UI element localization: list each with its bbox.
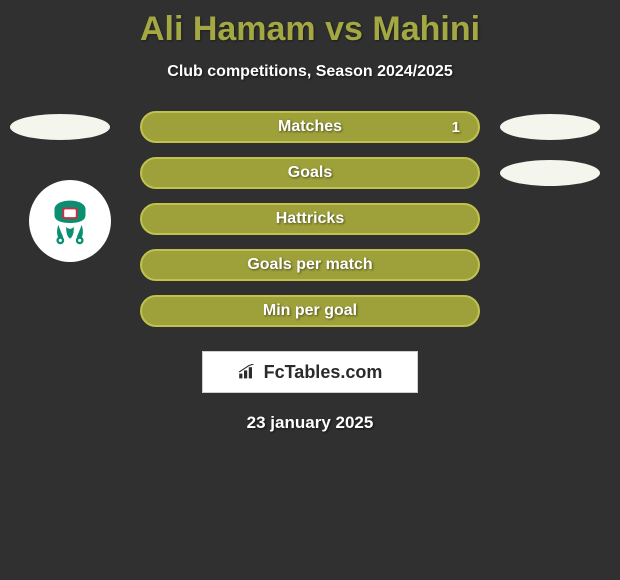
stat-row: Goals <box>0 157 620 189</box>
stat-bar: Min per goal <box>140 295 480 327</box>
stat-label: Goals <box>288 164 332 182</box>
stat-label: Min per goal <box>263 302 357 320</box>
attribution-box: FcTables.com <box>202 351 418 393</box>
player-left-marker <box>10 114 110 140</box>
stat-bar: Matches 1 <box>140 111 480 143</box>
team-logo-left <box>29 180 111 262</box>
player-right-marker <box>500 160 600 186</box>
club-crest-icon <box>39 190 101 252</box>
attribution-text: FcTables.com <box>264 362 383 383</box>
stat-label: Hattricks <box>276 210 344 228</box>
player-right-marker <box>500 114 600 140</box>
subtitle: Club competitions, Season 2024/2025 <box>0 63 620 81</box>
page-title: Ali Hamam vs Mahini <box>0 0 620 49</box>
bar-chart-icon <box>238 364 258 380</box>
stat-row: Min per goal <box>0 295 620 327</box>
stat-value: 1 <box>452 119 460 136</box>
date-text: 23 january 2025 <box>0 413 620 433</box>
stat-label: Goals per match <box>247 256 372 274</box>
stat-bar: Goals <box>140 157 480 189</box>
stat-bar: Hattricks <box>140 203 480 235</box>
stat-label: Matches <box>278 118 342 136</box>
stat-bar: Goals per match <box>140 249 480 281</box>
stat-row: Matches 1 <box>0 111 620 143</box>
